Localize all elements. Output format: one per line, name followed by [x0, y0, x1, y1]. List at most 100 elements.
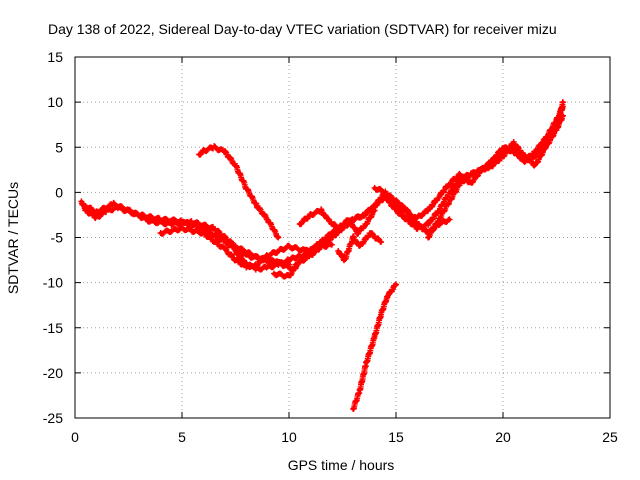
- data-point: [379, 312, 383, 317]
- x-tick-label: 15: [388, 429, 404, 445]
- series-track-k: [382, 112, 566, 223]
- tick-labels: 0 5 10 15 20 25 -25 -20 -15 -10 -5 0 5 10 15: [43, 49, 618, 445]
- data-point: [308, 253, 313, 258]
- data-point: [351, 407, 356, 411]
- series-track-l: [425, 99, 566, 241]
- data-point: [447, 190, 452, 195]
- y-tick-label: -20: [43, 365, 63, 381]
- data-point: [362, 213, 366, 217]
- y-tick-label: 0: [55, 184, 63, 200]
- series-track-m: [350, 281, 399, 412]
- data-point: [404, 208, 409, 213]
- data-point: [385, 294, 390, 298]
- data-point: [447, 199, 452, 204]
- data-point: [561, 100, 565, 104]
- y-tick-label: 10: [47, 94, 63, 110]
- data-point: [469, 181, 473, 186]
- data-point: [276, 235, 281, 240]
- data-point: [319, 244, 323, 249]
- series-track-d: [232, 248, 303, 273]
- data-point: [394, 282, 398, 287]
- data-point: [458, 181, 463, 186]
- data-point: [379, 240, 383, 244]
- data-point: [293, 262, 298, 267]
- data-point: [319, 208, 323, 213]
- data-point: [364, 362, 368, 366]
- y-axis-label: SDTVAR / TECUs: [5, 182, 21, 294]
- data-point: [447, 181, 452, 186]
- data-point: [255, 204, 259, 208]
- data-point: [308, 213, 313, 217]
- data-point: [469, 172, 473, 177]
- data-point: [265, 253, 270, 258]
- series-markers: [292, 188, 453, 268]
- data-point: [330, 242, 334, 247]
- data-point: [447, 217, 452, 222]
- data-point: [426, 222, 430, 226]
- data-point: [372, 334, 377, 339]
- data-point: [437, 208, 441, 213]
- data-point: [383, 190, 388, 195]
- data-point: [490, 163, 495, 168]
- x-tick-label: 10: [281, 429, 297, 445]
- series-track-g: [292, 188, 453, 268]
- data-point: [426, 235, 430, 240]
- data-point: [383, 195, 388, 199]
- data-point: [325, 217, 330, 222]
- data-point: [287, 244, 291, 249]
- data-series: [78, 99, 566, 412]
- y-tick-label: -25: [43, 410, 63, 426]
- data-point: [404, 217, 409, 222]
- data-point: [437, 195, 441, 199]
- data-point: [287, 274, 291, 279]
- data-point: [364, 222, 368, 226]
- plot-frame: [74, 56, 611, 419]
- data-point: [94, 215, 99, 220]
- data-point: [415, 215, 420, 220]
- data-point: [357, 389, 362, 393]
- x-tick-label: 5: [178, 429, 186, 445]
- data-point: [233, 258, 238, 262]
- data-point: [212, 226, 216, 231]
- data-point: [255, 267, 259, 271]
- data-point: [342, 258, 347, 262]
- data-point: [544, 145, 548, 150]
- x-tick-label: 20: [495, 429, 511, 445]
- x-tick-label: 25: [602, 429, 618, 445]
- data-point: [368, 231, 373, 235]
- data-point: [336, 226, 341, 231]
- data-point: [355, 231, 360, 235]
- data-point: [287, 258, 291, 262]
- data-point: [372, 186, 377, 190]
- data-point: [180, 226, 184, 231]
- data-point: [255, 255, 259, 260]
- series-markers: [382, 112, 566, 223]
- data-point: [372, 204, 377, 208]
- data-point: [297, 222, 302, 226]
- data-point: [169, 222, 174, 226]
- data-point: [372, 208, 377, 213]
- data-point: [458, 172, 463, 177]
- series-markers: [350, 281, 399, 412]
- data-point: [197, 152, 201, 157]
- data-point: [501, 154, 505, 159]
- data-point: [223, 247, 227, 252]
- data-point: [522, 154, 527, 159]
- data-point: [201, 149, 206, 153]
- data-point: [233, 163, 238, 168]
- data-point: [437, 217, 441, 222]
- data-point: [554, 127, 559, 131]
- data-point: [83, 204, 88, 208]
- y-tick-label: -15: [43, 320, 63, 336]
- data-point: [233, 244, 238, 249]
- series-track-h: [296, 206, 378, 237]
- data-point: [272, 271, 276, 276]
- series-track-e: [196, 143, 282, 241]
- y-tick-label: -5: [51, 230, 64, 246]
- data-point: [94, 210, 99, 215]
- data-point: [347, 217, 351, 222]
- data-point: [79, 199, 84, 204]
- series-track-b: [82, 199, 297, 273]
- y-tick-label: 15: [47, 49, 63, 65]
